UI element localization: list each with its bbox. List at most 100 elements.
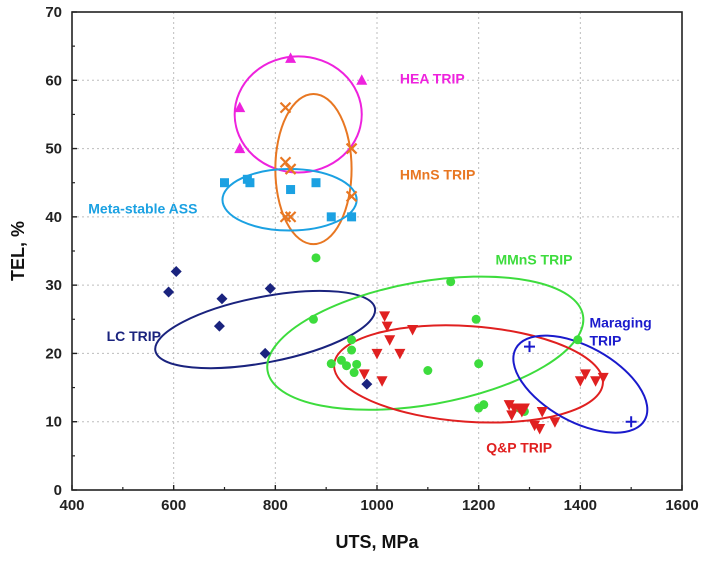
x-tick-label: 1400 [564,497,597,514]
q-p-trip-point [534,424,546,435]
meta-stable-ass-label: Meta-stable ASS [88,200,197,216]
meta-stable-ass-point [220,178,229,188]
x-tick-label: 600 [161,497,186,514]
q-p-trip-ellipse [333,324,604,424]
y-tick-label: 30 [45,277,62,294]
gridlines [72,12,682,490]
x-tick-label: 800 [263,497,288,514]
y-tick-label: 50 [45,141,62,158]
q-p-trip-point [394,348,406,360]
lc-trip-label-line: LC TRIP [107,328,161,344]
hmns-trip-point [279,156,292,169]
lc-trip-ellipse [154,289,377,370]
q-p-trip-point [579,369,591,380]
hea-trip-ellipse [233,55,363,174]
lc-trip-point [216,293,228,305]
mmns-trip-label: MMnS TRIP [495,252,572,268]
meta-stable-ass-point [347,212,357,222]
maraging-trip-ellipse [512,334,649,434]
q-p-trip-point [376,376,388,387]
q-p-trip-point [379,311,391,322]
q-p-trip-point [506,410,518,421]
group-ellipses [154,55,649,434]
mmns-trip-point [573,335,583,345]
hmns-trip-label: HMnS TRIP [400,166,475,182]
mmns-trip-label-line: MMnS TRIP [495,252,572,268]
hea-trip-point [285,52,297,63]
x-tick-label: 400 [59,497,84,514]
mmns-trip-point [423,366,433,375]
meta-stable-ass-point [311,178,321,188]
lc-trip-label: LC TRIP [107,328,161,344]
mmns-trip-point [342,361,351,371]
q-p-trip-point [536,406,548,418]
maraging-trip-point [625,416,637,428]
meta-stable-ass-label-line: Meta-stable ASS [88,200,197,216]
mmns-trip-point [326,359,336,369]
lc-trip-point [264,283,276,295]
y-tick-label: 20 [45,345,62,362]
q-p-trip-point [384,335,396,346]
y-tick-label: 60 [45,72,62,89]
maraging-trip-label-line: Maraging [589,314,651,330]
q-p-trip-point [358,369,370,380]
hmns-trip-point [284,163,297,175]
hea-trip-point [234,142,246,154]
y-tick-label: 0 [54,482,62,499]
hea-trip-label-line: HEA TRIP [400,71,465,87]
x-tick-label: 1000 [360,497,393,514]
hea-trip-point [234,101,246,113]
q-p-trip-point [597,372,609,384]
mmns-trip-point [347,345,357,355]
mmns-trip-point [349,368,359,378]
hmns-trip-label-line: HMnS TRIP [400,166,475,182]
q-p-trip-point [549,417,561,428]
hmns-trip-point [345,142,358,155]
hmns-trip-point [279,211,292,223]
lc-trip-point [361,378,373,390]
y-tick-label: 40 [45,209,62,226]
x-tick-label: 1200 [462,497,495,514]
hmns-trip-point [345,190,358,203]
group-labels: HEA TRIP HMnS TRIP Meta-stable ASS LC TRIP M… [88,71,651,456]
mmns-trip-point [352,359,362,369]
q-p-trip-point [590,376,602,387]
meta-stable-ass-point [326,212,336,222]
q-p-trip-point [407,325,419,336]
hea-trip-label: HEA TRIP [400,71,465,87]
q-p-trip-point [381,321,393,333]
y-tick-label: 10 [45,414,62,431]
mmns-trip-point [308,314,318,324]
meta-stable-ass-point [286,185,296,195]
q-p-trip-point [529,420,541,432]
hmns-trip-point [284,211,297,223]
hea-trip-point [356,74,368,85]
y-tick-label: 70 [45,4,62,21]
x-axis-title: UTS, MPa [335,532,419,552]
data-markers [163,52,637,435]
hmns-trip-point [279,101,292,114]
maraging-trip-label-line: TRIP [589,332,621,348]
q-p-trip-point [518,403,530,415]
maraging-trip-point [524,341,535,353]
mmns-trip-point [347,335,357,345]
mmns-trip-ellipse [266,275,585,411]
q-p-trip-label-line: Q&P TRIP [486,439,552,455]
lc-trip-point [259,347,271,359]
mmns-trip-point [479,400,489,410]
maraging-trip-label: Maraging TRIP [589,314,651,348]
mmns-trip-point [474,359,484,369]
q-p-trip-point [574,376,586,387]
mmns-trip-point [471,314,481,324]
lc-trip-point [213,320,225,332]
x-tick-label: 1600 [665,497,698,514]
mmns-trip-point [311,253,321,263]
q-p-trip-label: Q&P TRIP [486,439,552,455]
q-p-trip-point [503,400,515,411]
lc-trip-point [163,286,175,298]
mmns-trip-point [446,277,456,287]
y-axis-title: TEL, % [8,221,28,281]
meta-stable-ass-point [245,178,255,188]
lc-trip-point [170,265,182,277]
